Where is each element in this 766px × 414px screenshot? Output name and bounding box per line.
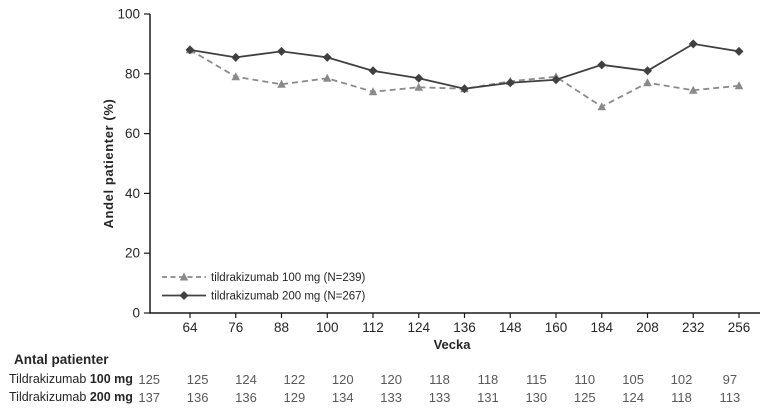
y-tick-label: 80	[125, 66, 140, 81]
table-cell: 125	[186, 371, 209, 387]
table-cell: 124	[622, 389, 644, 405]
table-cell: 105	[622, 371, 644, 387]
y-tick-label: 60	[125, 126, 140, 141]
triangle-marker	[368, 87, 378, 96]
table-row-label: Tildrakizumab 200 mg	[9, 390, 133, 404]
diamond-marker	[597, 60, 607, 70]
table-cell: 110	[574, 371, 596, 387]
legend-item-label: tildrakizumab 200 mg (N=267)	[211, 291, 366, 303]
table-cell: 115	[525, 371, 547, 387]
table-cell: 137	[138, 389, 161, 405]
x-tick-label: 112	[362, 320, 384, 335]
triangle-marker	[277, 79, 286, 88]
diamond-marker	[551, 75, 561, 85]
series-line-100mg	[189, 49, 740, 108]
table-cell: 134	[331, 389, 354, 405]
diamond-marker	[505, 78, 515, 88]
table-cell: 102	[670, 371, 693, 387]
x-tick-label: 148	[499, 320, 522, 335]
table-cell: 118	[429, 371, 450, 387]
diamond-marker	[460, 84, 469, 94]
x-tick-label: 124	[407, 320, 430, 335]
x-tick-label: 76	[228, 320, 243, 335]
table-cell: 120	[380, 371, 402, 387]
x-tick-label: 208	[636, 320, 659, 335]
table-cell: 125	[138, 371, 161, 387]
y-axis-title: Andel patienter (%)	[101, 99, 116, 229]
diamond-marker	[688, 39, 698, 49]
triangle-marker	[688, 85, 698, 94]
table-cell: 97	[722, 371, 738, 387]
table-cell: 129	[283, 389, 306, 405]
line-chart: 0 20 40 60 80 100 64 76 88 100 112 124 136 148 160 184 2…	[101, 7, 760, 350]
legend-diamond-marker	[179, 291, 189, 300]
x-tick-label: 136	[453, 320, 476, 335]
triangle-marker	[734, 81, 744, 90]
diamond-marker	[231, 52, 241, 62]
diamond-marker	[414, 73, 424, 83]
x-tick-label: 160	[545, 320, 568, 335]
triangle-marker	[643, 78, 652, 87]
x-tick-label: 88	[274, 320, 289, 335]
table-row: Tildrakizumab 200 mg 137 136 136 129 134 133 13…	[0, 388, 766, 406]
table-cell: 113	[719, 389, 741, 405]
table-cell: 124	[235, 371, 257, 387]
triangle-marker	[597, 102, 607, 111]
diamond-marker	[643, 66, 652, 76]
table-row-values: 137 136 136 129 134 133 133 131 130 125 124 118 113	[125, 390, 766, 405]
table-row: Tildrakizumab 100 mg 125 125 124 122 120 120 11…	[0, 370, 766, 388]
x-tick-label: 100	[316, 320, 339, 335]
table-row-values: 125 125 124 122 120 120 118 118 115 110 105 102 97	[125, 372, 766, 387]
table-title: Antal patienter	[14, 352, 109, 367]
patient-count-table: Tildrakizumab 100 mg 125 125 124 122 120 120 11…	[0, 370, 766, 406]
y-tick-label: 20	[125, 246, 140, 261]
table-cell: 136	[235, 389, 257, 405]
table-cell: 122	[283, 371, 306, 387]
triangle-marker	[322, 73, 332, 82]
table-cell: 131	[477, 389, 499, 405]
table-cell: 118	[671, 389, 692, 405]
diamond-marker	[185, 45, 195, 55]
triangle-marker	[414, 82, 424, 91]
diamond-marker	[734, 46, 744, 56]
diamond-marker	[322, 52, 332, 62]
table-cell: 125	[573, 389, 596, 405]
x-tick-label: 232	[682, 320, 705, 335]
y-tick-label: 0	[132, 306, 140, 321]
table-cell: 133	[380, 389, 402, 405]
legend-item-label: tildrakizumab 100 mg (N=239)	[211, 272, 366, 284]
y-tick-label: 100	[117, 7, 140, 22]
table-cell: 130	[525, 389, 548, 405]
x-tick-label: 184	[590, 320, 613, 335]
table-cell: 136	[186, 389, 209, 405]
table-cell: 133	[428, 389, 451, 405]
triangle-marker	[231, 72, 241, 81]
diamond-marker	[277, 46, 286, 56]
table-cell: 118	[477, 371, 499, 387]
table-cell: 120	[331, 371, 354, 387]
legend-triangle-marker	[179, 272, 189, 281]
x-tick-label: 64	[182, 320, 198, 335]
diamond-marker	[368, 66, 378, 76]
y-tick-label: 40	[125, 186, 140, 201]
x-tick-label: 256	[728, 320, 751, 335]
table-row-label: Tildrakizumab 100 mg	[9, 372, 133, 386]
x-axis-title: Vecka	[434, 337, 472, 350]
